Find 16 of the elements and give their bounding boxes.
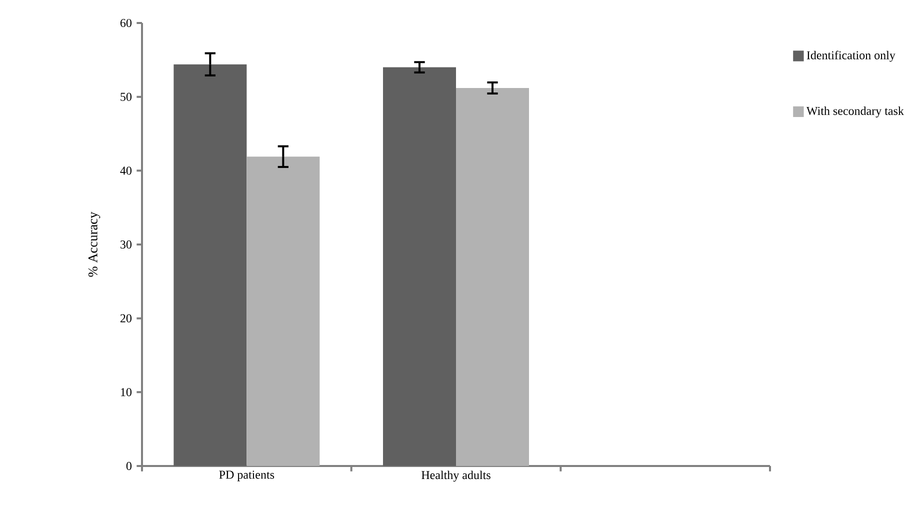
y-axis-title: % Accuracy <box>88 212 100 277</box>
y-tick-label: 50 <box>120 92 132 101</box>
x-tick-label: PD patients <box>219 470 274 482</box>
y-tick-label: 40 <box>120 166 132 175</box>
y-tick-label: 0 <box>126 462 132 470</box>
bar <box>383 67 456 466</box>
y-tick-label: 60 <box>120 18 132 28</box>
legend-label: With secondary task <box>806 106 904 118</box>
legend-label: Identification only <box>806 50 896 62</box>
y-tick-label: 30 <box>120 240 132 249</box>
bar <box>174 64 247 466</box>
x-tick-label: Healthy adults <box>422 470 490 482</box>
y-tick-label: 20 <box>120 314 132 322</box>
bar <box>456 88 529 466</box>
bar <box>246 156 320 466</box>
y-tick-label: 10 <box>121 388 132 396</box>
